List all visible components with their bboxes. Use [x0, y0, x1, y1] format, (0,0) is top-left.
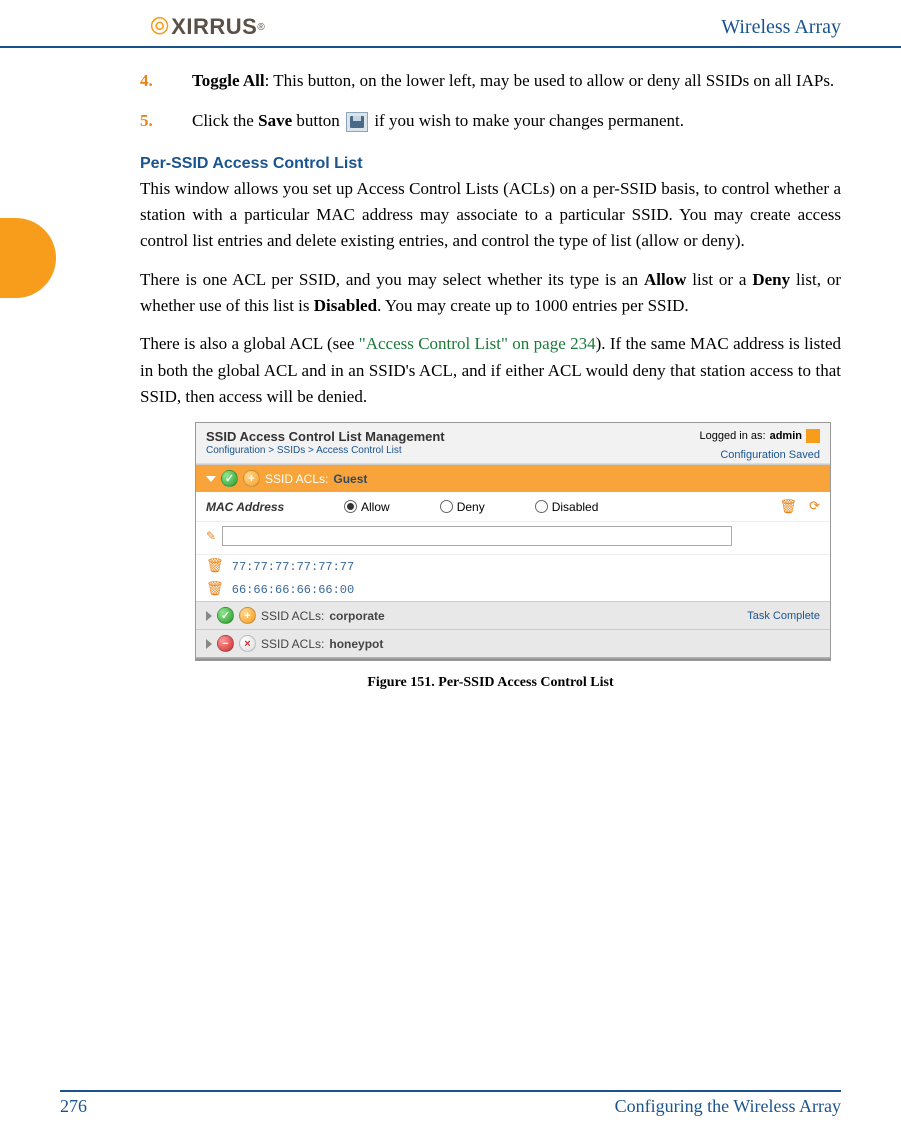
config-saved-label: Configuration Saved — [700, 449, 820, 461]
allow-bold: Allow — [644, 270, 687, 289]
trash-icon[interactable]: 🗑 — [779, 498, 797, 515]
p2c: list or a — [686, 270, 752, 289]
acl-name-guest: Guest — [333, 472, 367, 486]
task-complete-label: Task Complete — [747, 610, 820, 622]
list-text: Click the Save button if you wish to mak… — [192, 108, 841, 134]
deny-bold: Deny — [752, 270, 790, 289]
action-icons: 🗑 ⟳ — [779, 498, 820, 515]
gear-icon[interactable] — [806, 429, 820, 443]
page-header: ⦾ XIRRUS ® Wireless Array — [0, 0, 901, 48]
mac-value: 66:66:66:66:66:00 — [232, 583, 354, 597]
chapter-title: Configuring the Wireless Array — [615, 1096, 841, 1117]
radio-deny-label: Deny — [457, 500, 485, 514]
radio-allow-label: Allow — [361, 500, 390, 514]
chevron-right-icon[interactable] — [206, 611, 212, 621]
remove-icon[interactable]: × — [239, 635, 256, 652]
acl-section-corporate[interactable]: ✓ + SSID ACLs: corporate Task Complete — [196, 601, 830, 629]
logged-in-user: admin — [770, 430, 802, 442]
toggle-all-label: Toggle All — [192, 71, 265, 90]
acl-screenshot: SSID Access Control List Management Conf… — [195, 422, 831, 661]
list-item-4-rest: : This button, on the lower left, may be… — [265, 71, 835, 90]
mac-header-row: MAC Address Allow Deny Disabled 🗑 ⟳ — [196, 492, 830, 522]
mac-input-row: ✎ — [196, 522, 830, 555]
acl-name-honeypot: honeypot — [329, 637, 383, 651]
breadcrumb: Configuration > SSIDs > Access Control L… — [206, 445, 445, 456]
status-allow-icon: ✓ — [217, 607, 234, 624]
save-label: Save — [258, 111, 292, 130]
ss-title: SSID Access Control List Management — [206, 429, 445, 444]
acl-section-guest[interactable]: ✓ + SSID ACLs: Guest — [196, 464, 830, 492]
mac-address-input[interactable] — [222, 526, 732, 546]
list-number: 4. — [140, 68, 192, 94]
acl-type-radio-group: Allow Deny Disabled — [344, 500, 761, 514]
login-block: Logged in as: admin Configuration Saved — [700, 429, 820, 461]
list-item-5: 5. Click the Save button if you wish to … — [140, 108, 841, 134]
acl-label: SSID ACLs: — [261, 609, 324, 623]
radio-icon[interactable] — [344, 500, 357, 513]
list-item-4: 4. Toggle All: This button, on the lower… — [140, 68, 841, 94]
acl-name-corporate: corporate — [329, 609, 384, 623]
section-para-3: There is also a global ACL (see "Access … — [140, 331, 841, 410]
p3a: There is also a global ACL (see — [140, 334, 359, 353]
acl-section-honeypot[interactable]: − × SSID ACLs: honeypot — [196, 629, 830, 657]
section-para-2: There is one ACL per SSID, and you may s… — [140, 267, 841, 320]
page-content: 4. Toggle All: This button, on the lower… — [0, 48, 901, 691]
ss-title-block: SSID Access Control List Management Conf… — [206, 429, 445, 456]
item5-rest: if you wish to make your changes permane… — [370, 111, 684, 130]
radio-deny[interactable]: Deny — [440, 500, 485, 514]
mac-value: 77:77:77:77:77:77 — [232, 560, 354, 574]
header-title: Wireless Array — [721, 16, 841, 39]
ss-bottom-border — [196, 657, 830, 660]
acl-page-link[interactable]: "Access Control List" on page 234 — [359, 334, 596, 353]
p2g: . You may create up to 1000 entries per … — [377, 296, 689, 315]
status-deny-icon: − — [217, 635, 234, 652]
add-icon[interactable]: + — [239, 607, 256, 624]
ss-header: SSID Access Control List Management Conf… — [196, 423, 830, 464]
disabled-bold: Disabled — [314, 296, 377, 315]
acl-label: SSID ACLs: — [265, 472, 328, 486]
list-number: 5. — [140, 108, 192, 134]
p2a: There is one ACL per SSID, and you may s… — [140, 270, 644, 289]
chevron-right-icon[interactable] — [206, 639, 212, 649]
refresh-icon[interactable]: ⟳ — [809, 498, 820, 515]
mac-address-label: MAC Address — [206, 500, 326, 514]
item5-mid: button — [292, 111, 344, 130]
save-icon — [346, 112, 368, 132]
status-allow-icon: ✓ — [221, 470, 238, 487]
section-para-1: This window allows you set up Access Con… — [140, 176, 841, 255]
mac-entry-row: 🗑 77:77:77:77:77:77 — [196, 555, 830, 578]
trash-icon[interactable]: 🗑 — [206, 581, 224, 598]
registered-mark: ® — [257, 22, 264, 33]
logged-in-label: Logged in as: — [700, 430, 766, 442]
radio-icon[interactable] — [440, 500, 453, 513]
radio-allow[interactable]: Allow — [344, 500, 390, 514]
wifi-icon: ⦾ — [150, 15, 169, 39]
brand-logo: ⦾ XIRRUS ® — [150, 14, 265, 40]
section-heading: Per-SSID Access Control List — [140, 155, 841, 173]
acl-label: SSID ACLs: — [261, 637, 324, 651]
radio-icon[interactable] — [535, 500, 548, 513]
chevron-down-icon[interactable] — [206, 476, 216, 482]
mac-entry-row: 🗑 66:66:66:66:66:00 — [196, 578, 830, 601]
pencil-icon[interactable]: ✎ — [206, 529, 216, 543]
add-icon[interactable]: + — [243, 470, 260, 487]
radio-disabled[interactable]: Disabled — [535, 500, 599, 514]
page-number: 276 — [60, 1096, 87, 1117]
page-footer: 276 Configuring the Wireless Array — [60, 1090, 841, 1117]
item5-pre: Click the — [192, 111, 258, 130]
trash-icon[interactable]: 🗑 — [206, 558, 224, 575]
list-text: Toggle All: This button, on the lower le… — [192, 68, 841, 94]
figure-caption: Figure 151. Per-SSID Access Control List — [140, 675, 841, 691]
radio-disabled-label: Disabled — [552, 500, 599, 514]
logo-text: XIRRUS — [171, 14, 257, 40]
